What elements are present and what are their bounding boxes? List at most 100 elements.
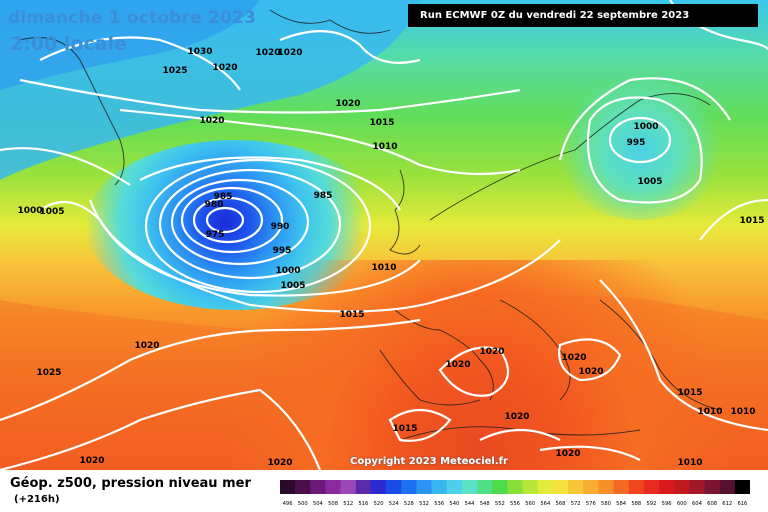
isobar-label: 1010 bbox=[697, 407, 722, 417]
legend-swatch bbox=[522, 480, 539, 494]
legend-value: 552 bbox=[495, 501, 505, 507]
isobar-label: 1020 bbox=[79, 456, 104, 466]
lead-time-label: (+216h) bbox=[14, 494, 60, 505]
isobar-label: 1025 bbox=[162, 66, 187, 76]
isobar-label: 1020 bbox=[335, 99, 360, 109]
isobar-label: 1020 bbox=[445, 360, 470, 370]
isobar-label: 1020 bbox=[267, 458, 292, 468]
isobar-label: 1020 bbox=[578, 367, 603, 377]
isobar-label: 985 bbox=[314, 191, 333, 201]
isobar-label: 980 bbox=[205, 200, 224, 210]
legend-value: 512 bbox=[343, 501, 353, 507]
legend-value: 548 bbox=[480, 501, 490, 507]
parameter-label: Géop. z500, pression niveau mer bbox=[10, 476, 251, 491]
legend-value: 588 bbox=[631, 501, 641, 507]
legend-value: 580 bbox=[601, 501, 611, 507]
isobar-label: 1020 bbox=[277, 48, 302, 58]
legend-value: 516 bbox=[358, 501, 368, 507]
legend-swatch bbox=[340, 480, 357, 494]
legend-value: 536 bbox=[434, 501, 444, 507]
legend-value: 572 bbox=[571, 501, 581, 507]
isobar-label: 1000 bbox=[633, 122, 658, 132]
legend-value: 576 bbox=[586, 501, 596, 507]
legend-swatch bbox=[719, 480, 736, 494]
forecast-date: dimanche 1 octobre 2023 bbox=[8, 8, 257, 28]
isobar-label: 995 bbox=[273, 246, 292, 256]
legend-swatch bbox=[386, 480, 402, 494]
isobar-label: 1020 bbox=[555, 449, 580, 459]
isobar-label: 1005 bbox=[280, 281, 305, 291]
legend-value: 532 bbox=[419, 501, 429, 507]
legend-value: 560 bbox=[525, 501, 535, 507]
legend-swatch bbox=[446, 480, 463, 494]
isobar-label: 1005 bbox=[39, 207, 64, 217]
isobar-label: 1010 bbox=[372, 142, 397, 152]
isobar-label: 1010 bbox=[371, 263, 396, 273]
legend-swatch bbox=[310, 480, 326, 494]
legend-swatch bbox=[704, 480, 720, 494]
isobar-label: 1000 bbox=[17, 206, 42, 216]
legend-swatch bbox=[280, 480, 296, 494]
isobar-label: 1010 bbox=[730, 407, 755, 417]
legend-swatch bbox=[537, 480, 554, 494]
isobar-label: 1020 bbox=[504, 412, 529, 422]
legend-swatch bbox=[416, 480, 432, 494]
isobar-label: 1030 bbox=[187, 47, 212, 57]
color-scale-legend: 496 500 504 508 512 516 520 524 528 532 536 540 544 5… bbox=[280, 480, 750, 507]
legend-value: 524 bbox=[389, 501, 400, 507]
legend-value: 504 bbox=[313, 501, 324, 507]
isobar-label: 1020 bbox=[134, 341, 159, 351]
legend-value: 600 bbox=[677, 501, 687, 507]
isobar-label: 1015 bbox=[392, 424, 417, 434]
legend-value: 608 bbox=[707, 501, 717, 507]
isobar-label: 990 bbox=[271, 222, 290, 232]
isobar-label: 995 bbox=[627, 138, 646, 148]
legend-swatch bbox=[355, 480, 372, 494]
legend-value: 612 bbox=[722, 501, 732, 507]
isobar-label: 1005 bbox=[637, 177, 662, 187]
isobar-label: 1020 bbox=[199, 116, 224, 126]
isobar-label: 1020 bbox=[479, 347, 504, 357]
isobar-label: 1000 bbox=[275, 266, 300, 276]
legend-swatch bbox=[568, 480, 584, 494]
legend-swatch bbox=[613, 480, 630, 494]
legend-value: 544 bbox=[465, 501, 476, 507]
isobar-label: 1020 bbox=[561, 353, 586, 363]
isobar-label: 1015 bbox=[339, 310, 364, 320]
isobar-label: 1010 bbox=[677, 458, 702, 468]
isobar-label: 1015 bbox=[739, 216, 764, 226]
legend-value: 604 bbox=[692, 501, 703, 507]
legend-swatch bbox=[507, 480, 523, 494]
legend-swatch bbox=[689, 480, 705, 494]
legend-swatch bbox=[659, 480, 675, 494]
legend-value: 616 bbox=[737, 501, 747, 507]
legend-value: 584 bbox=[616, 501, 627, 507]
legend-value: 508 bbox=[328, 501, 338, 507]
legend-value: 540 bbox=[449, 501, 459, 507]
legend-swatch bbox=[431, 480, 448, 494]
copyright-text: Copyright 2023 Meteociel.fr bbox=[350, 456, 508, 467]
isobar-label: 1020 bbox=[255, 48, 280, 58]
legend-swatch bbox=[734, 480, 750, 494]
isobar-label: 985 bbox=[214, 192, 233, 202]
legend-value: 592 bbox=[646, 501, 656, 507]
legend-swatch bbox=[628, 480, 645, 494]
legend-value: 500 bbox=[298, 501, 308, 507]
legend-value: 528 bbox=[404, 501, 414, 507]
legend-swatch bbox=[370, 480, 387, 494]
legend-swatch bbox=[295, 480, 311, 494]
legend-swatch bbox=[477, 480, 493, 494]
isobar-label: 1015 bbox=[369, 118, 394, 128]
legend-swatch bbox=[461, 480, 478, 494]
isobar-label: 1015 bbox=[677, 388, 702, 398]
isobar-label: 975 bbox=[206, 230, 225, 240]
legend-swatch bbox=[552, 480, 569, 494]
legend-swatch bbox=[583, 480, 599, 494]
legend-value: 568 bbox=[556, 501, 566, 507]
legend-swatch bbox=[325, 480, 341, 494]
isobar-label: 1020 bbox=[212, 63, 237, 73]
legend-swatch bbox=[492, 480, 508, 494]
